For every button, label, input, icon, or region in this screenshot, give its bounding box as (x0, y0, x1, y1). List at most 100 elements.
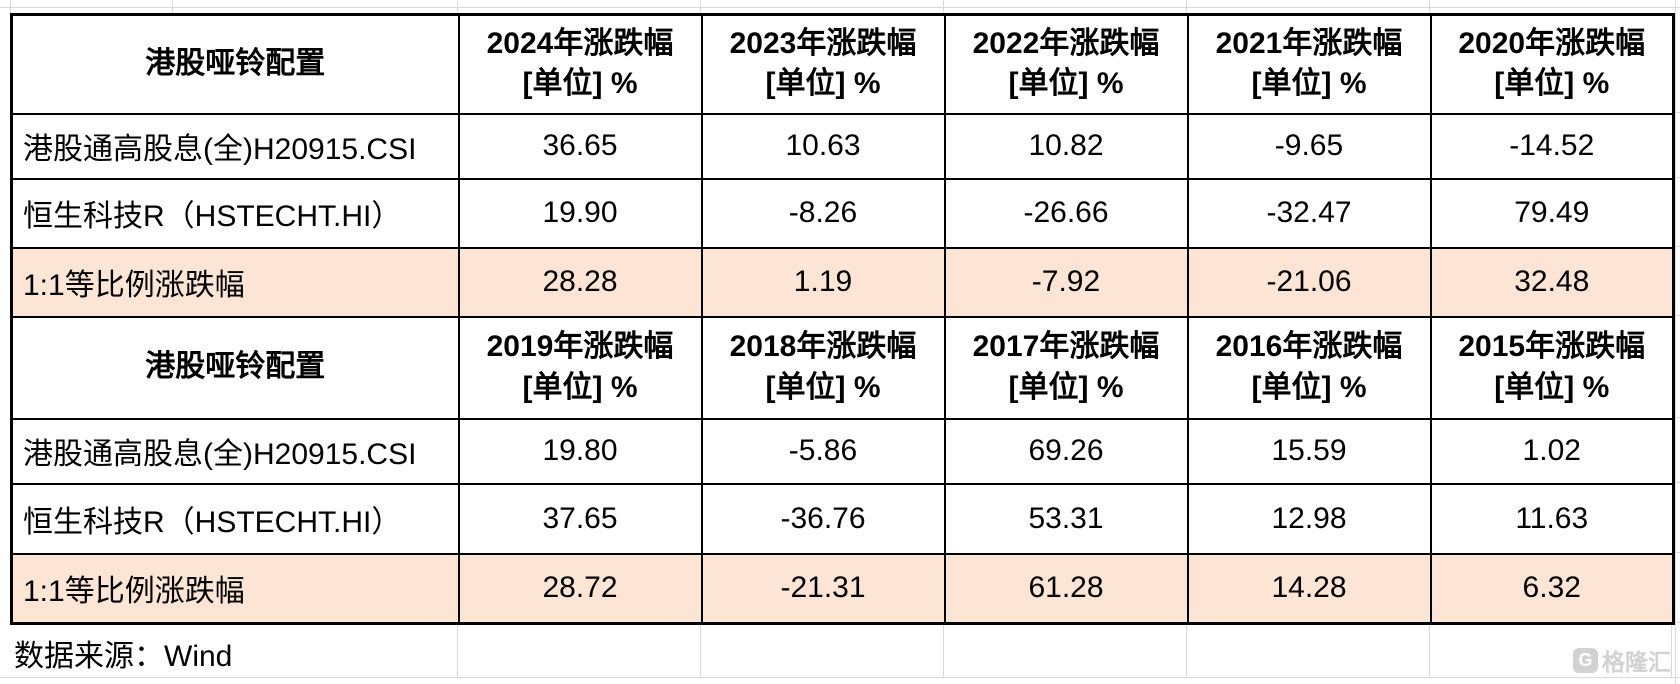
value-cell: -8.26 (700, 177, 946, 249)
year-header-line2: [单位] % (522, 67, 638, 101)
year-header-cell: 2021年涨跌幅 [单位] % (1186, 13, 1432, 115)
year-header-line2: [单位] % (765, 370, 881, 404)
year-header-cell: 2024年涨跌幅 [单位] % (457, 13, 703, 115)
year-header-cell: 2015年涨跌幅 [单位] % (1429, 315, 1675, 420)
year-header-line1: 2023年涨跌幅 (729, 26, 917, 60)
table-row-highlighted: 1:1等比例涨跌幅 28.72 -21.31 61.28 14.28 6.32 (10, 552, 1675, 625)
gridline-stub (1672, 112, 1680, 113)
year-header-line2: [单位] % (1251, 370, 1367, 404)
year-header-line1: 2021年涨跌幅 (1215, 26, 1403, 60)
corner-label: 港股哑铃配置 (10, 13, 460, 115)
value-cell: 1.19 (700, 246, 946, 318)
value-cell: -9.65 (1186, 112, 1432, 180)
value-cell: 32.48 (1429, 246, 1675, 318)
year-header-cell: 2019年涨跌幅 [单位] % (457, 315, 703, 420)
year-header-line2: [单位] % (1251, 67, 1367, 101)
value-cell: 53.31 (943, 482, 1189, 555)
year-header-line2: [单位] % (1008, 370, 1124, 404)
year-header-line1: 2019年涨跌幅 (486, 330, 674, 363)
year-header-cell: 2018年涨跌幅 [单位] % (700, 315, 946, 420)
value-cell: 12.98 (1186, 482, 1432, 555)
value-cell: 61.28 (943, 552, 1189, 625)
gridline-stub (1672, 552, 1680, 553)
value-cell: 6.32 (1429, 552, 1675, 625)
gridline-row-bottom (0, 677, 1680, 678)
table1-header-row: 港股哑铃配置 2024年涨跌幅 [单位] % 2023年涨跌幅 [单位] % 2… (10, 13, 1675, 115)
year-header-line2: [单位] % (1494, 67, 1610, 101)
gridline-col-right-edge (1675, 0, 1676, 684)
gridline-stub (1672, 482, 1680, 483)
year-header-line2: [单位] % (1494, 370, 1610, 404)
year-header-line1: 2015年涨跌幅 (1458, 330, 1646, 363)
year-header-line2: [单位] % (1008, 67, 1124, 101)
value-cell: 19.80 (457, 417, 703, 485)
value-cell: 28.28 (457, 246, 703, 318)
value-cell: 15.59 (1186, 417, 1432, 485)
year-header-line2: [单位] % (522, 370, 638, 404)
year-header-cell: 2022年涨跌幅 [单位] % (943, 13, 1189, 115)
value-cell: -21.06 (1186, 246, 1432, 318)
value-cell: -32.47 (1186, 177, 1432, 249)
row-label: 港股通高股息(全)H20915.CSI (10, 417, 460, 485)
table-row: 恒生科技R（HSTECHT.HI） 37.65 -36.76 53.31 12.… (10, 482, 1675, 555)
gridline-col-top-e (943, 0, 944, 13)
year-header-line1: 2020年涨跌幅 (1458, 26, 1646, 60)
value-cell: 79.49 (1429, 177, 1675, 249)
gridline-stub (700, 622, 701, 677)
gridline-col-top-b (172, 0, 173, 13)
value-cell: -5.86 (700, 417, 946, 485)
year-header-line1: 2022年涨跌幅 (972, 26, 1160, 60)
value-cell: 10.63 (700, 112, 946, 180)
gridline-stub (1671, 622, 1672, 677)
gridline-stub (1672, 417, 1680, 418)
value-cell: 37.65 (457, 482, 703, 555)
value-cell: -14.52 (1429, 112, 1675, 180)
gridline-stub (457, 622, 458, 677)
table-row: 恒生科技R（HSTECHT.HI） 19.90 -8.26 -26.66 -32… (10, 177, 1675, 249)
row-label: 恒生科技R（HSTECHT.HI） (10, 177, 460, 249)
gridline-stub (1429, 622, 1430, 677)
year-header-cell: 2020年涨跌幅 [单位] % (1429, 13, 1675, 115)
row-label: 1:1等比例涨跌幅 (10, 246, 460, 318)
year-header-line1: 2018年涨跌幅 (729, 330, 917, 363)
year-header-line1: 2024年涨跌幅 (486, 26, 674, 60)
gridline-stub (1672, 177, 1680, 178)
value-cell: -21.31 (700, 552, 946, 625)
value-cell: 19.90 (457, 177, 703, 249)
year-header-cell: 2017年涨跌幅 [单位] % (943, 315, 1189, 420)
value-cell: -36.76 (700, 482, 946, 555)
gridline-col-top-c (457, 0, 458, 13)
value-cell: 1.02 (1429, 417, 1675, 485)
watermark: G 格隆汇 (1573, 643, 1671, 677)
value-cell: 14.28 (1186, 552, 1432, 625)
gridline-stub (1186, 622, 1187, 677)
value-cell: 36.65 (457, 112, 703, 180)
gridline-stub (943, 622, 944, 677)
year-header-line1: 2017年涨跌幅 (972, 330, 1160, 363)
gridline-stub (1672, 622, 1680, 623)
row-label: 港股通高股息(全)H20915.CSI (10, 112, 460, 180)
gridline-col-top-d (700, 0, 701, 13)
year-header-line2: [单位] % (765, 67, 881, 101)
gridline-col-top-a (10, 0, 11, 13)
table-row-highlighted: 1:1等比例涨跌幅 28.28 1.19 -7.92 -21.06 32.48 (10, 246, 1675, 318)
table-row: 港股通高股息(全)H20915.CSI 36.65 10.63 10.82 -9… (10, 112, 1675, 180)
gridline-stub (1672, 246, 1680, 247)
dumbbell-returns-table: 港股哑铃配置 2024年涨跌幅 [单位] % 2023年涨跌幅 [单位] % 2… (10, 13, 1675, 625)
gridline-col-top-f (1186, 0, 1187, 13)
value-cell: 28.72 (457, 552, 703, 625)
value-cell: 10.82 (943, 112, 1189, 180)
table2-header-row: 港股哑铃配置 2019年涨跌幅 [单位] % 2018年涨跌幅 [单位] % 2… (10, 315, 1675, 420)
value-cell: -7.92 (943, 246, 1189, 318)
value-cell: 11.63 (1429, 482, 1675, 555)
watermark-brand-text: 格隆汇 (1602, 649, 1671, 675)
year-header-cell: 2016年涨跌幅 [单位] % (1186, 315, 1432, 420)
gelonghui-logo-icon: G (1573, 647, 1598, 673)
data-source-note: 数据来源：Wind (14, 640, 233, 673)
gridline-stub (1672, 315, 1680, 316)
corner-label: 港股哑铃配置 (10, 315, 460, 420)
gridline-row-top (0, 7, 1680, 8)
gridline-col-top-g (1429, 0, 1430, 13)
table-row: 港股通高股息(全)H20915.CSI 19.80 -5.86 69.26 15… (10, 417, 1675, 485)
year-header-line1: 2016年涨跌幅 (1215, 330, 1403, 363)
